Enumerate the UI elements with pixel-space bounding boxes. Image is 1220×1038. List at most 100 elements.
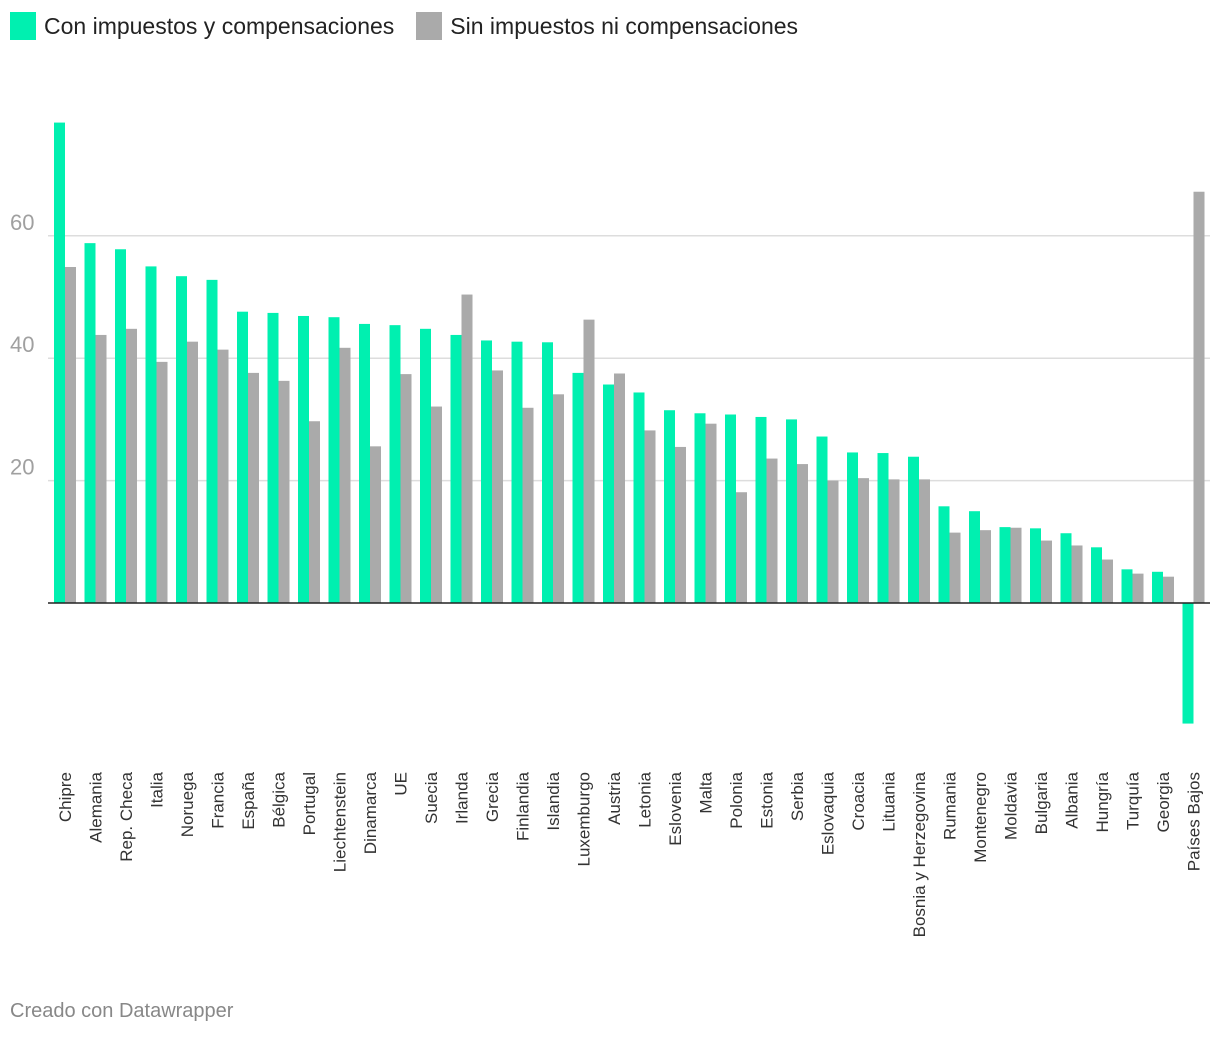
- bar-with-11: [359, 323, 370, 603]
- bar-without-7: [248, 372, 259, 603]
- bar-without-9: [309, 421, 320, 603]
- bar-with-24: [755, 416, 767, 603]
- bar-without-29: [919, 479, 930, 603]
- bar-with-10: [328, 317, 340, 603]
- bar-with-16: [511, 341, 523, 603]
- bar-chart: 20 40 60 Chipre Alemania Rep. Checa Italia Noru…: [10, 122, 1210, 937]
- bar-with-3: [115, 249, 126, 603]
- bar-with-26: [816, 436, 828, 603]
- x-tick-label-32: Moldavia: [1002, 771, 1021, 840]
- bar-without-16: [522, 407, 534, 603]
- bar-with-17: [542, 342, 553, 603]
- bar-without-30: [949, 532, 961, 603]
- legend: Con impuestos y compensaciones Sin impue…: [10, 12, 798, 40]
- bar-without-22: [705, 423, 717, 603]
- bar-with-19: [603, 384, 614, 603]
- x-tick-label-16: Finlandia: [514, 771, 533, 841]
- bar-with-31: [969, 511, 980, 603]
- bar-without-2: [95, 334, 107, 603]
- bar-without-35: [1102, 559, 1113, 603]
- x-tick-label-34: Albania: [1063, 771, 1082, 828]
- bar-with-18: [572, 372, 584, 603]
- x-tick-label-37: Georgia: [1154, 771, 1173, 832]
- x-tick-label-8: Bélgica: [270, 771, 289, 827]
- bar-without-12: [400, 374, 412, 603]
- bar-with-38: [1182, 603, 1194, 724]
- bar-with-28: [877, 453, 889, 603]
- x-tick-label-25: Serbia: [788, 771, 807, 821]
- bar-with-1: [54, 122, 65, 603]
- x-tick-label-13: Suecia: [422, 771, 441, 824]
- bar-with-23: [725, 414, 736, 603]
- bar-with-32: [999, 527, 1011, 603]
- bar-without-26: [827, 480, 839, 603]
- bar-without-36: [1132, 573, 1144, 603]
- bar-with-25: [786, 419, 797, 603]
- x-tick-label-38: Países Bajos: [1185, 772, 1204, 871]
- bar-without-33: [1041, 540, 1052, 603]
- bar-with-20: [633, 392, 645, 603]
- x-tick-label-2: Alemania: [87, 771, 106, 842]
- bar-with-27: [847, 452, 858, 603]
- bar-without-23: [736, 492, 747, 603]
- bar-with-9: [298, 315, 309, 603]
- bar-with-14: [450, 334, 462, 603]
- bar-without-19: [614, 373, 625, 603]
- x-tick-label-19: Austria: [605, 771, 624, 824]
- y-tick-label-20: 20: [10, 455, 34, 480]
- y-tick-label-60: 60: [10, 210, 34, 235]
- bar-without-34: [1071, 545, 1083, 603]
- x-tick-label-7: España: [239, 771, 258, 829]
- bar-with-13: [420, 328, 431, 603]
- bar-with-34: [1060, 533, 1072, 603]
- x-tick-label-26: Eslovaquia: [819, 771, 838, 855]
- x-tick-label-12: UE: [392, 772, 411, 796]
- bar-with-29: [908, 456, 919, 603]
- x-tick-label-30: Rumania: [941, 771, 960, 840]
- x-tick-label-20: Letonia: [636, 771, 655, 827]
- x-tick-label-11: Dinamarca: [361, 771, 380, 854]
- x-tick-label-21: Eslovenia: [666, 771, 685, 845]
- x-tick-label-15: Grecia: [483, 771, 502, 822]
- bar-with-22: [694, 413, 706, 603]
- bar-without-14: [461, 294, 473, 603]
- x-tick-label-4: Italia: [148, 771, 167, 807]
- x-tick-label-23: Polonia: [727, 771, 746, 828]
- bar-without-11: [370, 446, 381, 603]
- x-tick-label-24: Estonia: [758, 771, 777, 828]
- bar-with-7: [237, 311, 248, 603]
- bar-with-8: [267, 312, 279, 603]
- legend-item-without-taxes[interactable]: Sin impuestos ni compensaciones: [416, 12, 798, 40]
- bar-with-15: [481, 340, 492, 603]
- x-tick-label-28: Lituania: [880, 771, 899, 831]
- bar-without-15: [492, 370, 503, 603]
- x-tick-label-1: Chipre: [56, 772, 75, 822]
- bar-without-31: [980, 530, 991, 603]
- x-tick-label-18: Luxemburgo: [575, 772, 594, 867]
- bar-without-4: [156, 361, 168, 603]
- bar-with-30: [938, 506, 950, 603]
- bar-without-8: [278, 380, 290, 603]
- legend-label-with-taxes: Con impuestos y compensaciones: [44, 12, 395, 39]
- bar-without-18: [583, 319, 595, 603]
- bar-with-37: [1152, 571, 1163, 603]
- x-tick-label-29: Bosnia y Herzegovina: [910, 771, 929, 937]
- bar-without-28: [888, 479, 900, 603]
- bar-with-35: [1091, 547, 1102, 603]
- x-tick-label-14: Irlanda: [453, 771, 472, 824]
- bar-without-17: [553, 394, 564, 603]
- bar-without-25: [797, 464, 808, 603]
- y-tick-label-40: 40: [10, 332, 34, 357]
- bar-without-21: [675, 446, 686, 603]
- x-tick-label-35: Hungría: [1093, 771, 1112, 832]
- x-tick-label-17: Islandia: [544, 771, 563, 830]
- bar-with-5: [176, 276, 187, 603]
- x-tick-label-31: Montenegro: [971, 772, 990, 863]
- bar-without-10: [339, 347, 351, 603]
- bar-without-37: [1163, 576, 1174, 603]
- bar-without-38: [1193, 191, 1205, 603]
- x-tick-label-36: Turquía: [1124, 771, 1143, 830]
- bar-without-6: [217, 349, 229, 603]
- legend-item-with-taxes[interactable]: Con impuestos y compensaciones: [10, 12, 394, 40]
- bar-without-24: [766, 458, 778, 603]
